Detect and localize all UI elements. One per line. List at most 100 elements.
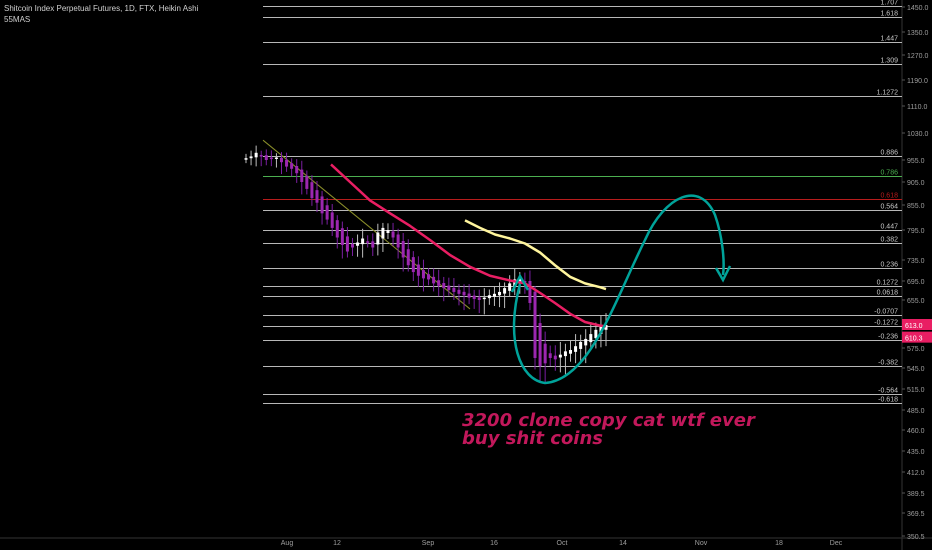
y-tick-label: 1270.0 bbox=[907, 53, 929, 60]
y-tick-label: 1450.0 bbox=[907, 5, 929, 12]
candle-body bbox=[411, 257, 415, 273]
candle-body bbox=[244, 158, 248, 160]
candle-body bbox=[406, 249, 410, 266]
candle-body bbox=[584, 338, 588, 346]
candle-body bbox=[533, 291, 537, 358]
candle-body bbox=[447, 285, 451, 291]
candle-body bbox=[589, 334, 593, 343]
candle-body bbox=[325, 205, 329, 220]
candle-body bbox=[381, 227, 385, 239]
y-tick-label: 1110.0 bbox=[907, 104, 927, 111]
y-tick-label: 735.0 bbox=[907, 258, 925, 265]
candle-body bbox=[416, 264, 420, 276]
candle-body bbox=[482, 297, 486, 300]
candle-body bbox=[401, 240, 405, 258]
candle-body bbox=[492, 293, 496, 297]
x-tick-label: 16 bbox=[490, 540, 498, 547]
annotation-line-2: buy shit coins bbox=[462, 428, 604, 449]
fib-level-label: 0.236 bbox=[880, 262, 898, 269]
candle-body bbox=[472, 295, 476, 300]
candle-body bbox=[264, 155, 268, 160]
candle-body bbox=[498, 291, 502, 296]
y-tick-label: 485.0 bbox=[907, 408, 925, 415]
fib-level-label: -0.564 bbox=[878, 388, 898, 395]
candle-body bbox=[538, 323, 542, 366]
fib-level-label: 0.447 bbox=[880, 224, 898, 231]
candle-body bbox=[548, 353, 552, 358]
y-tick-label: 655.0 bbox=[907, 298, 925, 305]
candle-body bbox=[290, 163, 294, 169]
candle-body bbox=[569, 350, 573, 354]
fib-level-label: 0.382 bbox=[880, 237, 898, 244]
candle-body bbox=[432, 276, 436, 284]
y-tick-label: 350.5 bbox=[907, 534, 925, 541]
x-tick-label: 12 bbox=[333, 540, 341, 547]
ma-fast-line bbox=[330, 163, 607, 328]
y-tick-label: 389.5 bbox=[907, 491, 925, 498]
fib-level-label: 0.564 bbox=[880, 204, 898, 211]
y-tick-label: 855.0 bbox=[907, 203, 925, 210]
candle-body bbox=[487, 295, 491, 299]
chart-title: Shitcoin Index Perpetual Futures, 1D, FT… bbox=[4, 4, 199, 13]
y-tick-label: 905.0 bbox=[907, 180, 925, 187]
y-tick-label: 460.0 bbox=[907, 428, 925, 435]
candle-body bbox=[386, 230, 390, 233]
fib-level-label: 0.618 bbox=[880, 193, 898, 200]
candle-body bbox=[513, 279, 517, 288]
candle-body bbox=[305, 175, 309, 189]
indicator-label: 55MAS bbox=[4, 15, 31, 24]
x-tick-label: Dec bbox=[830, 540, 843, 547]
fib-level-label: 0.786 bbox=[880, 170, 898, 177]
candle-body bbox=[553, 355, 557, 360]
y-tick-label: 412.0 bbox=[907, 470, 925, 477]
candle-body bbox=[437, 280, 441, 286]
price-badge bbox=[902, 319, 932, 330]
fib-level-label: -0.0707 bbox=[874, 309, 898, 316]
candle-body bbox=[330, 212, 334, 228]
x-tick-label: Nov bbox=[695, 540, 708, 547]
candle-body bbox=[295, 165, 299, 174]
y-tick-label: 515.0 bbox=[907, 387, 925, 394]
fib-level-label: 1.309 bbox=[880, 58, 898, 65]
fib-level-label: 1.447 bbox=[880, 36, 898, 43]
candle-body bbox=[503, 288, 507, 294]
candle-body bbox=[604, 325, 608, 330]
y-tick-label: 369.5 bbox=[907, 511, 925, 518]
x-tick-label: Sep bbox=[422, 540, 435, 547]
projection-curve bbox=[512, 194, 725, 385]
candle-body bbox=[523, 280, 527, 283]
candle-body bbox=[315, 190, 319, 203]
fib-level-label: 0.1272 bbox=[877, 280, 899, 287]
x-tick-label: 14 bbox=[619, 540, 627, 547]
candle-body bbox=[350, 243, 354, 248]
candle-body bbox=[543, 343, 547, 364]
candle-body bbox=[320, 196, 324, 214]
y-tick-label: 1190.0 bbox=[907, 78, 928, 85]
candle-body bbox=[442, 283, 446, 289]
x-tick-label: Oct bbox=[557, 540, 568, 547]
candle-body bbox=[594, 329, 598, 339]
y-tick-label: 545.0 bbox=[907, 366, 925, 373]
fib-level-label: 1.1272 bbox=[877, 90, 899, 97]
candle-body bbox=[269, 157, 273, 160]
candle-body bbox=[574, 346, 578, 352]
y-tick-label: 1350.0 bbox=[907, 30, 929, 37]
candle-body bbox=[396, 234, 400, 248]
candle-body bbox=[528, 280, 532, 303]
candle-body bbox=[300, 169, 304, 182]
candle-body bbox=[310, 182, 314, 199]
candle-body bbox=[279, 157, 283, 163]
candle-body bbox=[274, 157, 278, 159]
ma-slow-line bbox=[464, 219, 607, 291]
candle-body bbox=[508, 283, 512, 291]
candle-body bbox=[391, 231, 395, 238]
candle-body bbox=[518, 278, 522, 284]
candle-body bbox=[335, 220, 339, 238]
fib-level-label: 1.618 bbox=[880, 11, 898, 18]
fib-level-label: 1.707 bbox=[880, 0, 898, 7]
candle-body bbox=[340, 228, 344, 245]
candle-body bbox=[259, 155, 263, 157]
candle-body bbox=[579, 341, 583, 349]
candle-body bbox=[462, 291, 466, 296]
